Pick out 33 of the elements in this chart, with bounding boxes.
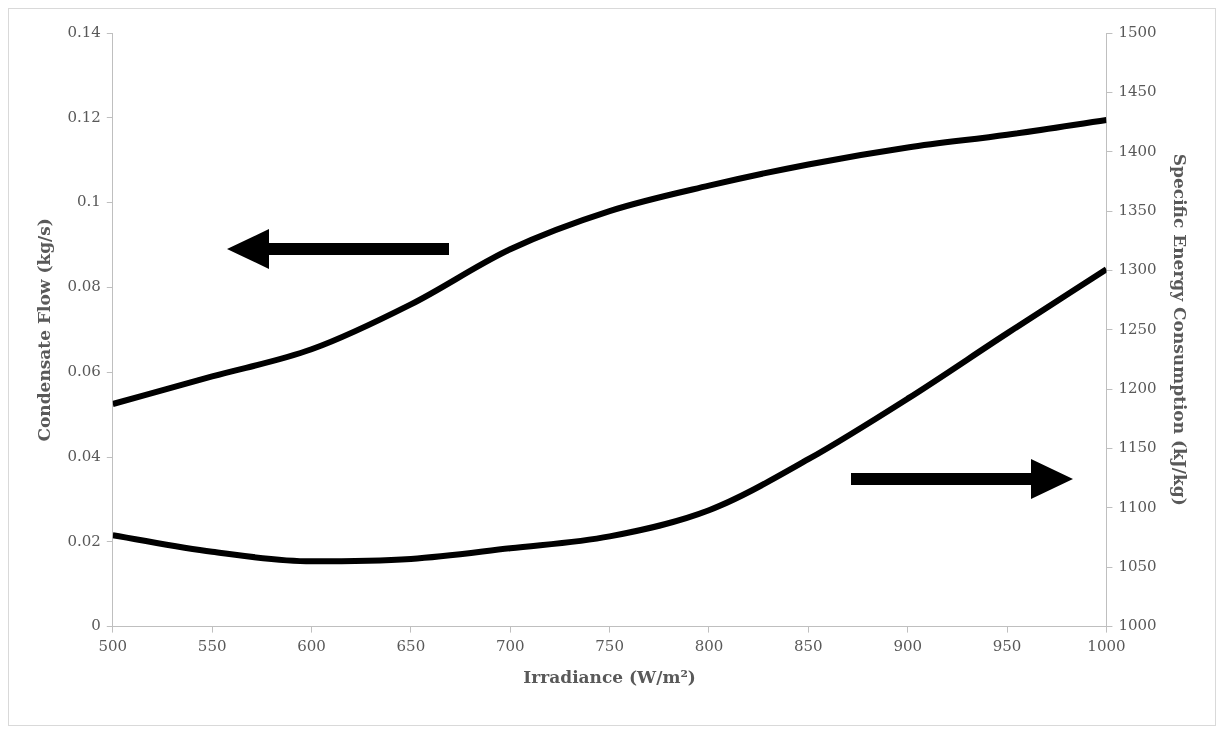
- y2-tick-label: 1050: [1118, 557, 1157, 576]
- y2-tick-label: 1150: [1118, 438, 1157, 457]
- x-axis-title: Irradiance (W/m²): [523, 667, 696, 688]
- y-tick-label: 0.1: [76, 192, 101, 211]
- x-tick-label: 750: [595, 637, 624, 656]
- x-tick-label: 950: [992, 637, 1022, 656]
- y-tick-label: 0: [91, 616, 101, 635]
- y-tick-label: 0.04: [67, 446, 101, 465]
- y2-tick-label: 1400: [1118, 141, 1157, 160]
- x-tick-label: 600: [297, 637, 326, 656]
- y2-tick-label: 1450: [1118, 82, 1157, 101]
- y-tick-label: 0.02: [67, 531, 101, 550]
- x-tick-label: 650: [396, 637, 426, 656]
- x-tick-label: 500: [98, 637, 128, 656]
- y-tick-label: 0.08: [67, 277, 101, 296]
- x-tick-label: 700: [495, 637, 525, 656]
- y2-tick-label: 1100: [1118, 497, 1157, 516]
- y2-tick-label: 1250: [1118, 319, 1157, 338]
- x-tick-label: 800: [694, 637, 724, 656]
- x-tick-label: 550: [197, 637, 227, 656]
- y2-axis-title: Specific Energy Consumption (kJ/kg): [1170, 153, 1191, 506]
- y2-tick-label: 1300: [1118, 260, 1157, 279]
- x-tick-label: 1000: [1087, 637, 1126, 656]
- y-tick-label: 0.14: [67, 22, 101, 41]
- y-axis-title: Condensate Flow (kg/s): [33, 218, 54, 442]
- y-tick-label: 0.06: [67, 362, 101, 381]
- y2-tick-label: 1500: [1118, 22, 1157, 41]
- x-tick-label: 900: [893, 637, 923, 656]
- x-tick-label: 850: [794, 637, 823, 656]
- y-tick-label: 0.12: [67, 107, 101, 126]
- y2-tick-label: 1200: [1118, 379, 1157, 398]
- y2-tick-label: 1000: [1118, 616, 1157, 635]
- y2-tick-label: 1350: [1118, 200, 1157, 219]
